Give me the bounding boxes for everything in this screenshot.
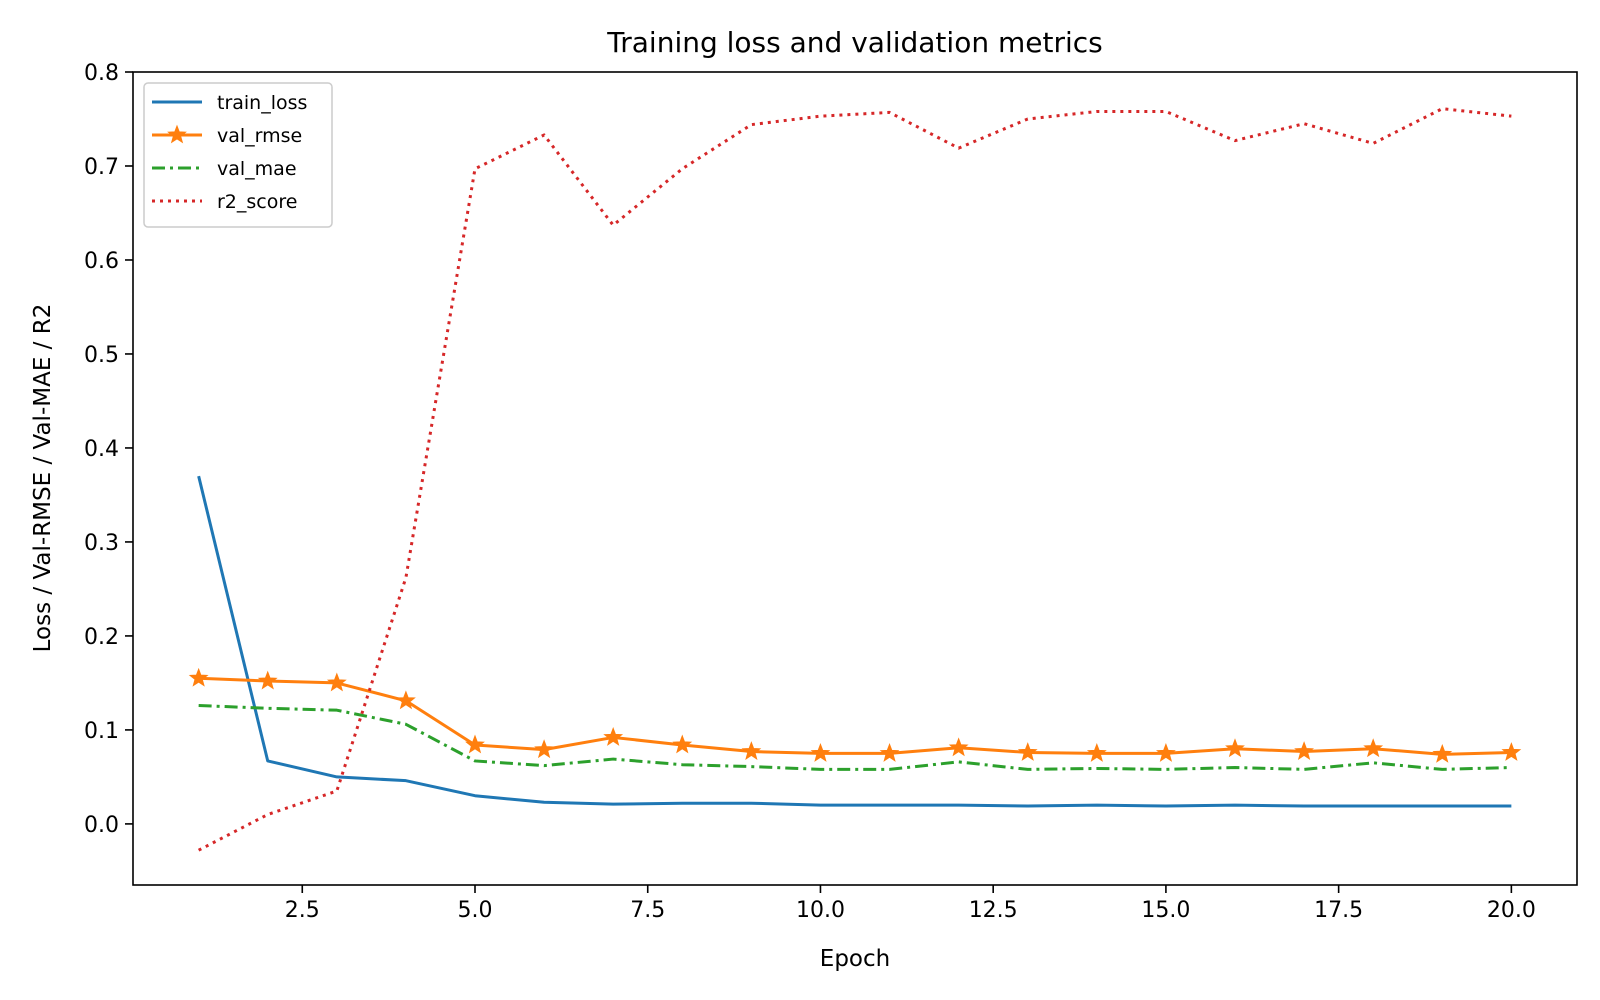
data-point-val-rmse: [603, 727, 624, 746]
x-tick-label: 2.5: [285, 898, 320, 923]
data-point-val-rmse: [1225, 738, 1245, 758]
legend-label-val-mae: val_mae: [217, 158, 297, 180]
x-tick-label: 5.0: [458, 898, 493, 923]
data-point-val-rmse: [1017, 742, 1038, 761]
legend-box: [143, 82, 333, 228]
legend: train_loss val_rmse val_mae r2_score: [143, 82, 333, 228]
x-tick-label: 17.5: [1314, 898, 1363, 923]
x-tick-label: 12.5: [969, 898, 1018, 923]
legend-label-r2-score: r2_score: [217, 191, 297, 213]
y-tick-label: 0.1: [84, 719, 119, 744]
x-tick-label: 7.5: [630, 898, 665, 923]
x-tick-label: 10.0: [796, 898, 845, 923]
legend-label-val-rmse: val_rmse: [217, 125, 302, 147]
plot-area: [188, 107, 1522, 852]
data-point-val-rmse: [741, 741, 762, 760]
data-point-val-rmse: [948, 737, 969, 757]
data-point-val-rmse: [326, 672, 347, 692]
x-tick-label: 20.0: [1487, 898, 1536, 923]
y-tick-label: 0.6: [84, 249, 119, 274]
data-point-val-rmse: [1432, 743, 1453, 763]
data-point-val-rmse: [396, 690, 416, 710]
y-tick-label: 0.2: [84, 625, 119, 650]
y-tick-label: 0.4: [84, 437, 119, 462]
y-tick-label: 0.7: [84, 155, 119, 180]
x-axis-label: Epoch: [820, 946, 890, 972]
legend-marker-val-rmse: [167, 124, 187, 144]
axes-frame: [132, 71, 1578, 886]
data-point-val-rmse: [1501, 742, 1522, 761]
data-point-val-rmse: [534, 739, 554, 759]
data-point-val-rmse: [188, 667, 209, 687]
data-point-val-rmse: [672, 734, 693, 754]
series-val-rmse: [188, 667, 1522, 763]
y-tick-label: 0.8: [84, 61, 119, 86]
y-tick-label: 0.5: [84, 343, 119, 368]
data-point-val-rmse: [1294, 741, 1314, 760]
legend-label-train-loss: train_loss: [217, 92, 307, 114]
data-point-val-rmse: [1156, 743, 1176, 762]
data-point-val-rmse: [810, 743, 831, 762]
y-axis-ticks: 0.0 0.1 0.2 0.3 0.4 0.5 0.6 0.7 0.8: [84, 61, 133, 838]
chart-title: Training loss and validation metrics: [606, 26, 1102, 59]
x-axis-ticks: 2.5 5.0 7.5 10.0 12.5 15.0 17.5 20.0: [285, 885, 1536, 923]
data-point-val-rmse: [257, 670, 278, 690]
series-line-train-loss: [197, 475, 1512, 808]
data-point-val-rmse: [1086, 743, 1107, 762]
series-line-val-rmse: [198, 676, 1512, 756]
y-tick-label: 0.0: [84, 813, 119, 838]
y-tick-label: 0.3: [84, 531, 119, 556]
data-point-val-rmse: [1363, 738, 1384, 758]
x-tick-label: 15.0: [1141, 898, 1190, 923]
data-point-val-rmse: [465, 734, 485, 754]
series-train-loss: [197, 475, 1512, 808]
y-axis-label: Loss / Val-RMSE / Val-MAE / R2: [30, 304, 56, 653]
data-point-val-rmse: [879, 743, 900, 762]
